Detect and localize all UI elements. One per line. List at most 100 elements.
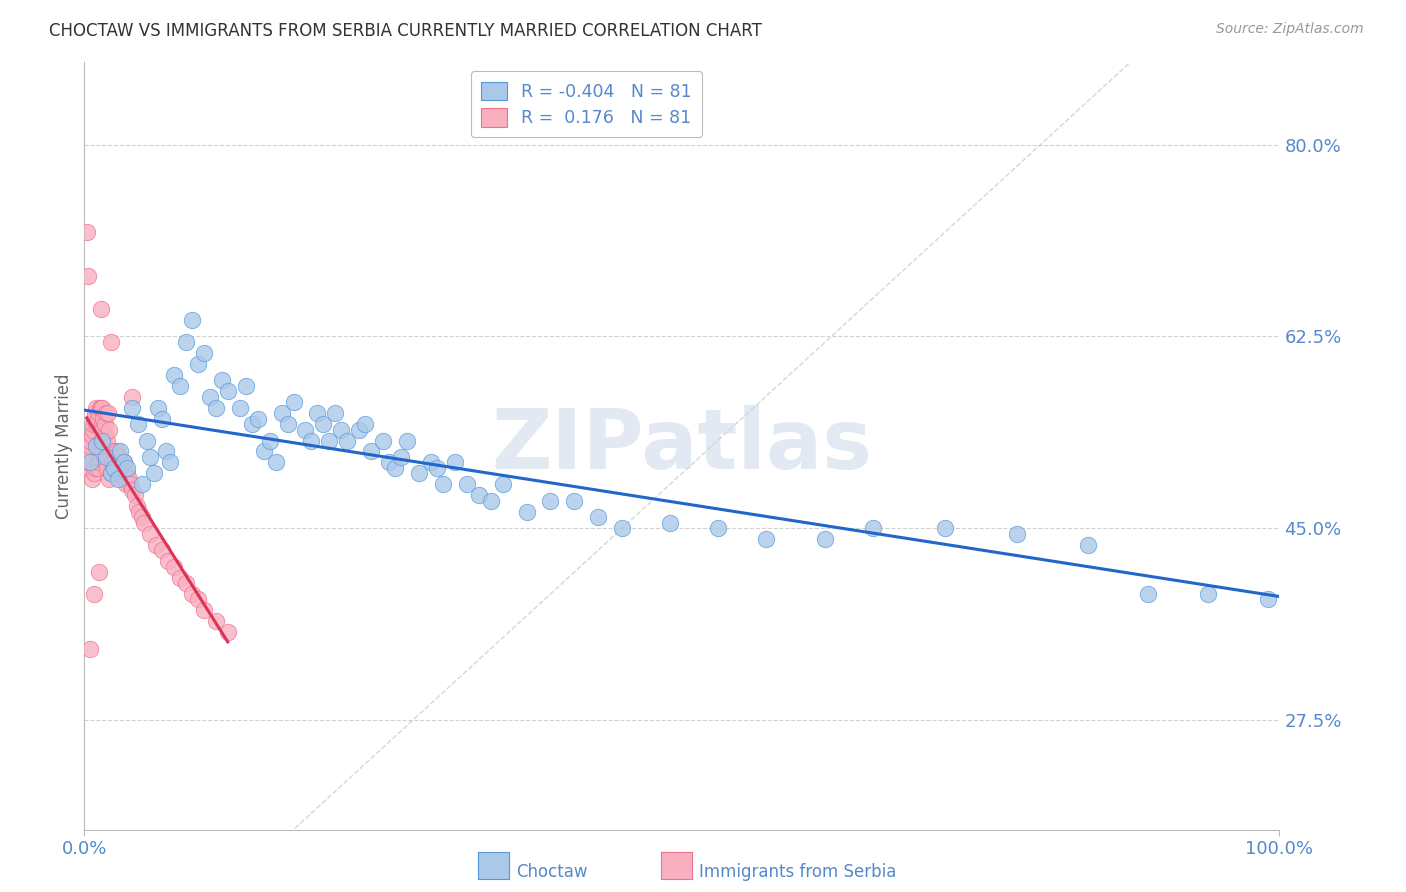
Point [110, 467, 132, 481]
Point [187, 357, 209, 371]
Point [103, 455, 125, 469]
Point [159, 455, 181, 469]
Point [253, 444, 276, 458]
Point [468, 488, 491, 502]
Point [235, 378, 257, 392]
Point [325, 406, 347, 420]
Point [79, 455, 101, 469]
Point [83, 587, 105, 601]
Point [198, 390, 221, 404]
Point [128, 505, 150, 519]
Point [330, 423, 353, 437]
Point [124, 488, 146, 502]
Point [94, 450, 117, 464]
Point [169, 570, 191, 584]
Point [79, 641, 101, 656]
Text: ZIPatlas: ZIPatlas [492, 406, 872, 486]
Point [110, 444, 132, 458]
Point [84, 461, 107, 475]
Point [98, 472, 121, 486]
Point [76, 225, 98, 239]
Point [105, 444, 128, 458]
Point [112, 455, 135, 469]
Point [118, 477, 141, 491]
Point [934, 521, 956, 535]
Point [96, 434, 118, 448]
Point [181, 587, 204, 601]
Point [373, 434, 395, 448]
Point [86, 461, 108, 475]
Point [104, 461, 127, 475]
Point [80, 472, 103, 486]
Point [378, 455, 401, 469]
Point [217, 384, 239, 399]
Point [211, 373, 233, 387]
Point [1005, 526, 1028, 541]
Point [77, 450, 100, 464]
Point [82, 423, 104, 437]
Point [174, 576, 197, 591]
Point [205, 615, 228, 629]
Point [145, 538, 167, 552]
Point [862, 521, 884, 535]
Point [131, 477, 153, 491]
Point [181, 313, 204, 327]
Point [101, 444, 124, 458]
Point [121, 390, 143, 404]
Point [277, 417, 299, 431]
Point [307, 406, 329, 420]
Point [77, 455, 100, 469]
Point [86, 439, 108, 453]
Point [169, 378, 191, 392]
Point [90, 401, 112, 415]
Point [426, 461, 449, 475]
Point [283, 395, 305, 409]
Point [100, 450, 122, 464]
Point [479, 493, 502, 508]
Point [193, 603, 215, 617]
Point [240, 417, 263, 431]
Point [755, 532, 778, 546]
Point [336, 434, 359, 448]
Point [112, 455, 135, 469]
Point [444, 455, 467, 469]
Point [142, 467, 165, 481]
Point [117, 461, 139, 475]
Point [301, 434, 323, 448]
Point [259, 434, 281, 448]
Point [121, 483, 143, 497]
Point [389, 450, 412, 464]
Point [114, 472, 136, 486]
Point [564, 493, 586, 508]
Point [354, 417, 377, 431]
Point [91, 417, 114, 431]
Point [408, 467, 430, 481]
Text: Immigrants from Serbia: Immigrants from Serbia [699, 863, 896, 881]
Point [360, 444, 382, 458]
Point [97, 406, 120, 420]
Point [76, 461, 98, 475]
Point [217, 625, 239, 640]
Point [87, 565, 110, 579]
Point [814, 532, 837, 546]
Point [87, 406, 110, 420]
Point [86, 417, 108, 431]
Point [163, 559, 186, 574]
Point [100, 467, 122, 481]
Point [93, 423, 115, 437]
Point [264, 455, 287, 469]
Point [89, 450, 111, 464]
Point [174, 334, 197, 349]
Point [125, 500, 148, 514]
Point [148, 401, 170, 415]
Point [432, 477, 454, 491]
Point [1197, 587, 1219, 601]
Point [187, 592, 209, 607]
Point [384, 461, 406, 475]
Point [150, 411, 173, 425]
Point [349, 423, 371, 437]
Point [396, 434, 419, 448]
Point [83, 467, 105, 481]
Point [115, 477, 138, 491]
Point [659, 516, 682, 530]
